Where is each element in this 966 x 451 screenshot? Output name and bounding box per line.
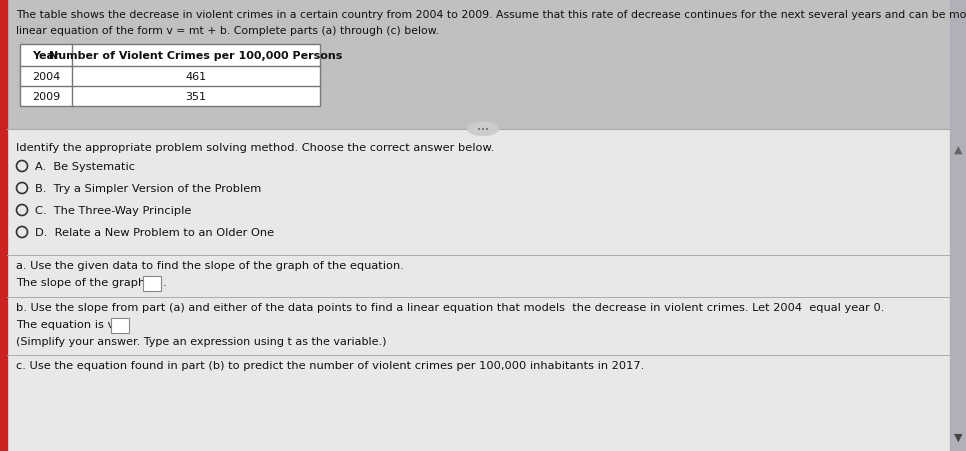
Text: a. Use the given data to find the slope of the graph of the equation.: a. Use the given data to find the slope … — [16, 260, 404, 271]
Bar — [0, 0, 966, 130]
Text: ▲: ▲ — [953, 145, 962, 155]
Ellipse shape — [468, 123, 498, 136]
Text: ▼: ▼ — [953, 432, 962, 442]
Text: B.  Try a Simpler Version of the Problem: B. Try a Simpler Version of the Problem — [35, 184, 261, 193]
Text: b. Use the slope from part (a) and either of the data points to find a linear eq: b. Use the slope from part (a) and eithe… — [16, 302, 885, 312]
Bar — [143, 276, 161, 291]
Bar — [0, 0, 7, 451]
Text: c. Use the equation found in part (b) to predict the number of violent crimes pe: c. Use the equation found in part (b) to… — [16, 360, 644, 370]
Bar — [20, 45, 320, 107]
Bar — [7, 131, 950, 451]
Text: 461: 461 — [185, 72, 207, 82]
Text: 2009: 2009 — [32, 92, 60, 102]
Text: Identify the appropriate problem solving method. Choose the correct answer below: Identify the appropriate problem solving… — [16, 143, 495, 152]
Text: C.  The Three-Way Principle: C. The Three-Way Principle — [35, 206, 191, 216]
Text: The equation is v =: The equation is v = — [16, 319, 128, 329]
Text: .: . — [163, 277, 166, 287]
Text: (Simplify your answer. Type an expression using t as the variable.): (Simplify your answer. Type an expressio… — [16, 336, 386, 346]
Text: D.  Relate a New Problem to an Older One: D. Relate a New Problem to an Older One — [35, 227, 274, 238]
Text: The table shows the decrease in violent crimes in a certain country from 2004 to: The table shows the decrease in violent … — [16, 10, 966, 20]
Text: A.  Be Systematic: A. Be Systematic — [35, 161, 135, 172]
Text: Number of Violent Crimes per 100,000 Persons: Number of Violent Crimes per 100,000 Per… — [49, 51, 343, 61]
Text: •••: ••• — [477, 127, 489, 133]
Text: The slope of the graph is: The slope of the graph is — [16, 277, 158, 287]
Text: Year: Year — [32, 51, 60, 61]
Bar — [111, 318, 129, 333]
Bar — [950, 0, 966, 451]
Text: 351: 351 — [185, 92, 207, 102]
Text: linear equation of the form v = mt + b. Complete parts (a) through (c) below.: linear equation of the form v = mt + b. … — [16, 26, 439, 36]
Text: 2004: 2004 — [32, 72, 60, 82]
